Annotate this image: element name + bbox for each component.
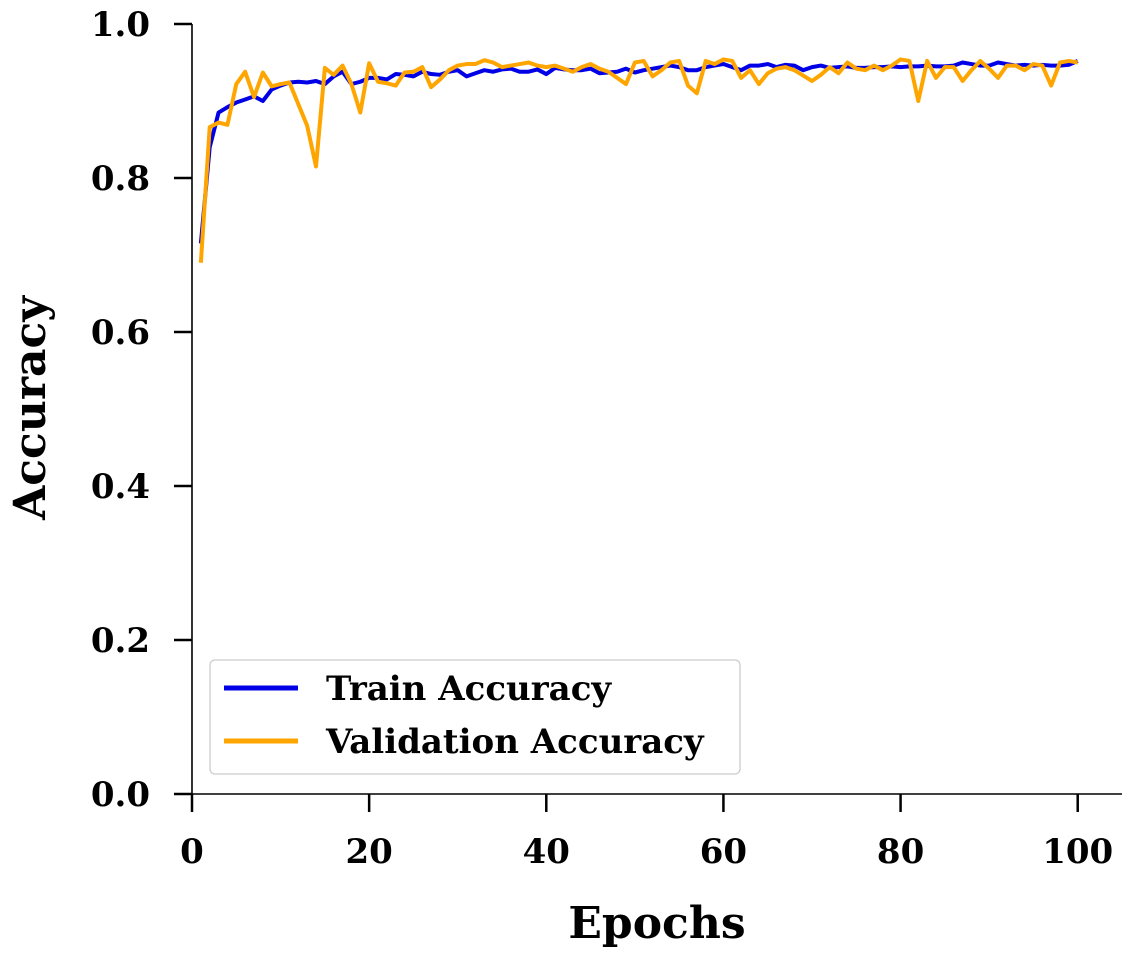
legend-label-validation: Validation Accuracy — [325, 722, 705, 762]
legend: Train Accuracy Validation Accuracy — [209, 659, 741, 775]
legend-label-train: Train Accuracy — [326, 669, 612, 709]
y-axis-label: Accuracy — [5, 295, 56, 521]
y-tick-label: 0.4 — [91, 467, 150, 507]
y-tick-label: 0.2 — [91, 621, 150, 661]
y-tick-label: 0.0 — [91, 775, 150, 815]
y-tick-label: 0.6 — [91, 313, 150, 353]
series-line-validation-accuracy — [198, 57, 1079, 263]
x-tick-label: 20 — [345, 832, 392, 872]
y-tick-label: 0.8 — [91, 159, 150, 199]
axes: 0 20 40 60 80 100 0.0 0.2 0.4 0.6 0.8 1.0 — [91, 5, 1122, 872]
y-ticks: 0.0 0.2 0.4 0.6 0.8 1.0 — [91, 5, 192, 815]
series-line-train-accuracy — [198, 59, 1079, 244]
x-tick-label: 40 — [523, 832, 570, 872]
x-tick-label: 80 — [877, 832, 924, 872]
x-ticks: 0 20 40 60 80 100 — [180, 794, 1113, 872]
legend-box — [209, 659, 741, 775]
x-tick-label: 60 — [700, 832, 747, 872]
x-tick-label: 0 — [180, 832, 204, 872]
y-tick-label: 1.0 — [91, 5, 150, 45]
series-layer — [198, 57, 1079, 263]
x-axis-label: Epochs — [568, 898, 745, 949]
x-tick-label: 100 — [1042, 832, 1113, 872]
